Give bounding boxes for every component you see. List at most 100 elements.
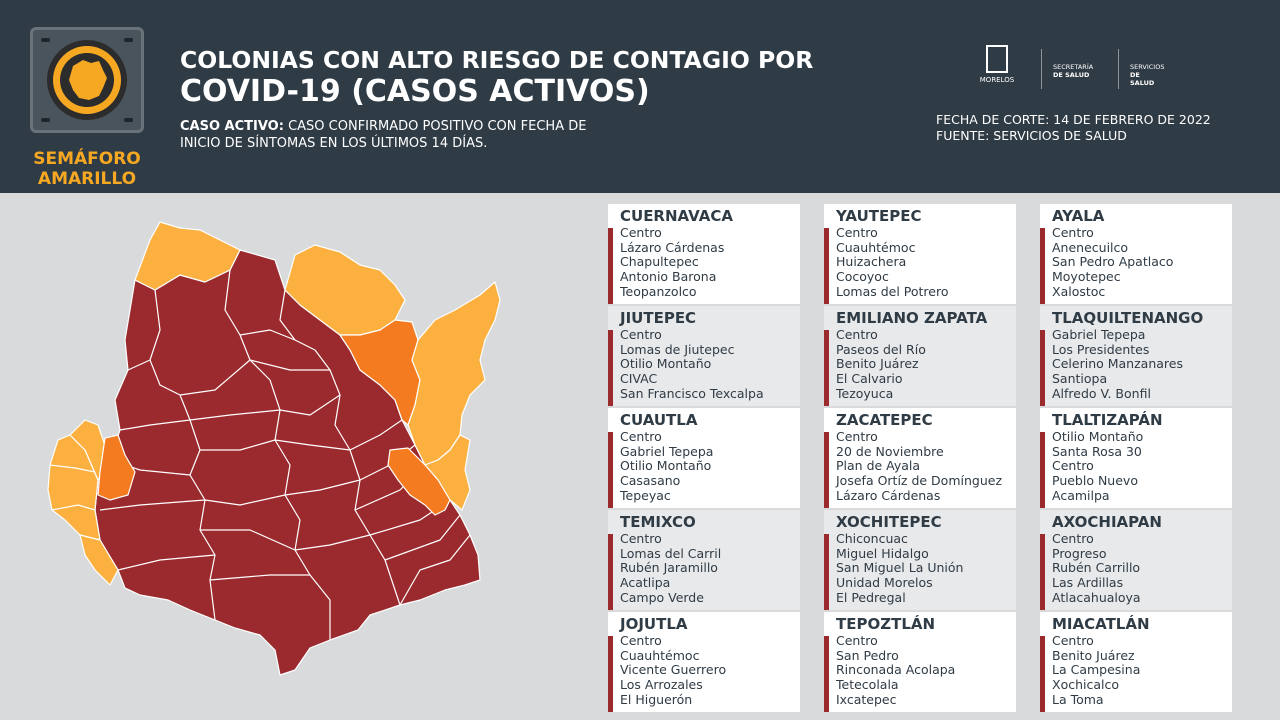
colonia-item: El Higuerón bbox=[620, 691, 693, 707]
municipality-card: XOCHITEPEC Chiconcuac Miguel Hidalgo San M… bbox=[824, 510, 1016, 610]
map-region-low bbox=[284, 244, 406, 336]
morelos-logo: MORELOS bbox=[975, 45, 1019, 93]
municipality-name: TLALTIZAPÁN bbox=[1052, 411, 1163, 429]
colonia-item: Cocoyoc bbox=[836, 269, 889, 285]
colonia-item: Josefa Ortíz de Domínguez bbox=[836, 473, 1003, 489]
municipality-name: MIACATLÁN bbox=[1052, 615, 1150, 633]
page-title: COLONIAS CON ALTO RIESGO DE CONTAGIO POR… bbox=[180, 46, 814, 109]
semaforo-light-icon bbox=[47, 40, 127, 120]
colonia-item: Centro bbox=[620, 225, 662, 240]
municipality-card: EMILIANO ZAPATA Centro Paseos del Río Beni… bbox=[824, 306, 1016, 406]
colonia-item: Las Ardillas bbox=[1052, 575, 1124, 591]
colonia-item: Acatlipa bbox=[620, 575, 671, 591]
colonia-item: Otilio Montaño bbox=[1052, 429, 1144, 444]
colonia-item: Moyotepec bbox=[1052, 269, 1121, 285]
colonia-item: Rubén Carrillo bbox=[1052, 560, 1141, 576]
colonia-item: Tetecolala bbox=[836, 677, 899, 693]
colonia-item: Centro bbox=[620, 327, 662, 342]
colonia-item: Progreso bbox=[1052, 545, 1107, 561]
colonia-item: La Toma bbox=[1052, 691, 1104, 707]
colonia-item: La Campesina bbox=[1052, 662, 1141, 678]
municipality-card: AXOCHIAPAN Centro Progreso Rubén Carrillo L… bbox=[1040, 510, 1232, 610]
colonia-item: El Pedregal bbox=[836, 589, 906, 605]
colonia-item: Paseos del Río bbox=[836, 341, 926, 357]
colonia-item: Tezoyuca bbox=[836, 385, 894, 401]
colonia-item: Centro bbox=[620, 429, 662, 444]
colonia-item: 20 de Noviembre bbox=[836, 443, 944, 459]
colonia-item: Miguel Hidalgo bbox=[836, 545, 929, 561]
municipality-name: ZACATEPEC bbox=[836, 411, 933, 429]
servicios-salud-logo: SERVICIOS DE SALUD bbox=[1130, 63, 1165, 87]
colonia-item: Otilio Montaño bbox=[620, 356, 712, 372]
colonia-item: Centro bbox=[1052, 531, 1094, 546]
colonia-item: San Francisco Texcalpa bbox=[620, 385, 764, 401]
colonia-item: Gabriel Tepepa bbox=[1052, 327, 1146, 342]
colonia-item: Pueblo Nuevo bbox=[1052, 473, 1138, 489]
colonia-item: Tepeyac bbox=[620, 487, 671, 503]
colonia-item: Chiconcuac bbox=[836, 531, 908, 546]
municipality-name: TEPOZTLÁN bbox=[836, 615, 936, 633]
municipality-name: AXOCHIAPAN bbox=[1052, 513, 1162, 531]
colonia-item: Centro bbox=[836, 327, 878, 342]
colonia-item: Celerino Manzanares bbox=[1052, 356, 1183, 372]
colonia-item: CIVAC bbox=[620, 371, 658, 387]
colonias-grid: CUERNAVACA Centro Lázaro Cárdenas Chapulte… bbox=[608, 204, 1262, 714]
colonia-item: Los Arrozales bbox=[620, 677, 703, 693]
morelos-map bbox=[47, 221, 501, 676]
colonia-item: Ixcatepec bbox=[836, 691, 897, 707]
colonia-item: El Calvario bbox=[836, 371, 903, 387]
municipality-card: AYALA Centro Anenecuilco San Pedro Apatlac… bbox=[1040, 204, 1232, 304]
colonia-item: Alfredo V. Bonfil bbox=[1052, 385, 1151, 401]
colonia-item: Atlacahualoya bbox=[1052, 589, 1141, 605]
colonia-item: Lomas del Potrero bbox=[836, 283, 949, 299]
municipality-name: TEMIXCO bbox=[620, 513, 696, 531]
colonia-item: Vicente Guerrero bbox=[620, 662, 727, 678]
colonia-item: Centro bbox=[620, 531, 662, 546]
colonia-item: Cuauhtémoc bbox=[620, 647, 700, 663]
municipality-card: ZACATEPEC Centro 20 de Noviembre Plan de A… bbox=[824, 408, 1016, 508]
colonia-item: Casasano bbox=[620, 473, 681, 489]
map-region-medium bbox=[97, 434, 136, 501]
map-region-low bbox=[134, 221, 241, 291]
colonia-item: Anenecuilco bbox=[1052, 239, 1129, 255]
colonia-item: Lomas de Jiutepec bbox=[620, 341, 735, 357]
colonia-item: Centro bbox=[620, 633, 662, 648]
colonia-item: Xochicalco bbox=[1052, 677, 1120, 693]
map-region-low bbox=[79, 534, 119, 586]
colonia-item: San Pedro Apatlaco bbox=[1052, 254, 1174, 270]
municipality-name: CUERNAVACA bbox=[620, 207, 733, 225]
municipality-card: TEPOZTLÁN Centro San Pedro Rinconada Acola… bbox=[824, 612, 1016, 712]
colonia-item: Acamilpa bbox=[1052, 487, 1110, 503]
municipality-card: MIACATLÁN Centro Benito Juárez La Campesin… bbox=[1040, 612, 1232, 712]
colonia-item: Lomas del Carril bbox=[620, 545, 722, 561]
colonia-item: Centro bbox=[836, 633, 878, 648]
colonia-item: Unidad Morelos bbox=[836, 575, 933, 591]
colonia-item: Huizachera bbox=[836, 254, 907, 270]
municipality-card: TLAQUILTENANGO Gabriel Tepepa Los Preside… bbox=[1040, 306, 1232, 406]
municipality-card: TEMIXCO Centro Lomas del Carril Rubén Jara… bbox=[608, 510, 800, 610]
colonia-item: Chapultepec bbox=[620, 254, 699, 270]
colonia-item: Benito Juárez bbox=[1052, 647, 1135, 663]
colonia-item: Centro bbox=[1052, 458, 1094, 474]
colonia-item: Xalostoc bbox=[1052, 283, 1106, 299]
colonia-item: Centro bbox=[1052, 633, 1094, 648]
colonia-item: Centro bbox=[836, 429, 878, 444]
secretaria-salud-logo: SECRETARÍA DE SALUD bbox=[1053, 63, 1094, 79]
municipality-name: YAUTEPEC bbox=[836, 207, 922, 225]
colonia-item: Lázaro Cárdenas bbox=[620, 239, 725, 255]
map-region-low bbox=[407, 281, 501, 466]
colonia-item: Gabriel Tepepa bbox=[620, 443, 714, 459]
semaforo-badge bbox=[30, 27, 144, 133]
municipality-card: JIUTEPEC Centro Lomas de Jiutepec Otilio M… bbox=[608, 306, 800, 406]
colonia-item: San Pedro bbox=[836, 647, 899, 663]
municipality-name: JOJUTLA bbox=[620, 615, 688, 633]
colonia-item: Antonio Barona bbox=[620, 269, 717, 285]
municipality-name: CUAUTLA bbox=[620, 411, 698, 429]
colonia-item: Rinconada Acolapa bbox=[836, 662, 956, 678]
colonia-item: Centro bbox=[836, 225, 878, 240]
municipality-name: XOCHITEPEC bbox=[836, 513, 942, 531]
municipality-card: YAUTEPEC Centro Cuauhtémoc Huizachera Cocoy… bbox=[824, 204, 1016, 304]
active-case-definition: CASO ACTIVO: CASO CONFIRMADO POSITIVO CO… bbox=[180, 119, 587, 151]
municipality-card: TLALTIZAPÁN Otilio Montaño Santa Rosa 30 C… bbox=[1040, 408, 1232, 508]
cutoff-date: FECHA DE CORTE: 14 DE FEBRERO DE 2022 bbox=[936, 112, 1211, 127]
